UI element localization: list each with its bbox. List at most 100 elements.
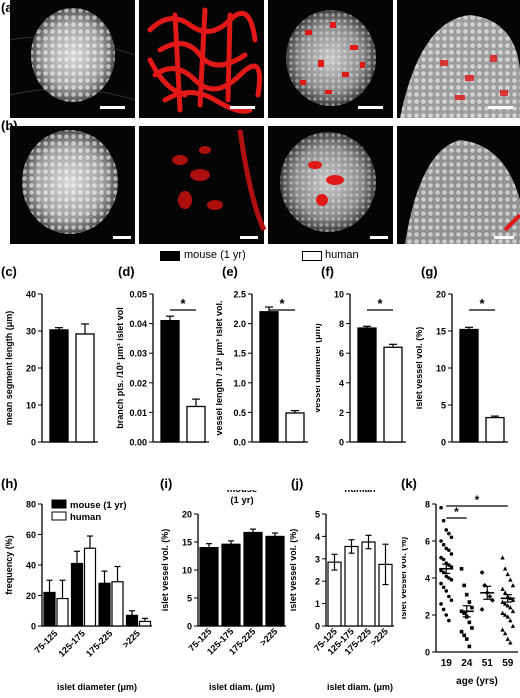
panel-label-k: (k) <box>401 476 417 491</box>
k-point <box>444 546 449 551</box>
j-ytick-label: 2 <box>315 577 320 587</box>
i-ytick-label: 0 <box>187 622 192 632</box>
k-point <box>444 613 449 617</box>
k-point <box>444 574 449 578</box>
h-ytick-label: 40 <box>26 561 36 571</box>
f-ytick-label: 10 <box>334 290 344 300</box>
e-bar <box>285 412 305 443</box>
h-xtick-label: 175-225 <box>84 628 114 658</box>
k-point <box>464 637 469 641</box>
k-point <box>447 548 451 553</box>
h-bar <box>125 614 139 627</box>
g-bar <box>459 328 479 443</box>
panel-label-e: (e) <box>222 264 238 279</box>
c-ytick-label: 0 <box>31 438 36 448</box>
chart-e-vessel-length: 0.0 0.5 1.0 1.5 2.0 2.5 vessel length / 10³ μm… <box>216 290 308 448</box>
chart-g-islet-vessel-vol: 0 5 10 15 20 islet vessel vol. (%) * <box>416 290 508 448</box>
f-ytick-label: 6 <box>339 349 344 359</box>
k-ylabel: islet vessel vol. (%) <box>402 537 408 620</box>
k-xtick-label: 51 <box>482 658 494 669</box>
g-ytick-label: 0 <box>441 438 446 448</box>
f-sig-mark: * <box>377 296 383 311</box>
h-bar <box>138 620 152 627</box>
g-ytick-label: 15 <box>436 327 446 337</box>
g-ytick-label: 10 <box>436 364 446 374</box>
k-point <box>441 607 446 612</box>
h-ylabel: frequency (%) <box>4 535 14 595</box>
e-ytick-label: 1.5 <box>233 349 246 359</box>
k-point <box>439 568 443 573</box>
k-point <box>470 605 474 610</box>
d-sig-mark: * <box>180 296 186 311</box>
j-ylabel: islet vessel vol. (%) <box>290 529 298 612</box>
k-xtick-label: 59 <box>502 658 514 669</box>
k-point <box>449 535 454 540</box>
k-point <box>510 608 516 614</box>
e-sig-mark: * <box>279 296 285 311</box>
i-bar <box>221 543 241 627</box>
chart-d-branch-points: 0.00 0.01 0.02 0.03 0.04 0.05 branch pts. /10³… <box>115 290 209 448</box>
h-ytick-label: 80 <box>26 500 36 510</box>
i-ylabel: islet vessel vol. (%) <box>160 529 170 612</box>
k-point <box>441 585 446 590</box>
panel-label-h: (h) <box>1 476 18 491</box>
f-ylabel: vessel diameter (μm) <box>316 323 322 413</box>
d-ytick-label: 0.01 <box>129 408 147 418</box>
j-title: human <box>344 490 375 495</box>
k-point <box>444 528 449 532</box>
micrograph-b1 <box>10 126 135 244</box>
panel-label-d: (d) <box>118 264 135 279</box>
k-point <box>447 594 451 599</box>
k-point <box>500 627 505 632</box>
k-xlabel: age (yrs) <box>456 676 498 687</box>
k-point <box>502 601 508 606</box>
f-ytick-label: 8 <box>339 319 344 329</box>
h-legend-swatch <box>51 499 67 509</box>
g-ytick-label: 20 <box>436 290 446 300</box>
k-point <box>500 586 505 591</box>
k-point <box>510 597 516 602</box>
micrograph-a4 <box>397 0 520 118</box>
f-bar <box>383 346 403 443</box>
h-bar <box>70 562 84 627</box>
k-point <box>439 602 443 606</box>
i-xtick-label: >225 <box>258 626 279 647</box>
h-legend-swatch <box>51 511 67 521</box>
k-point <box>447 576 451 580</box>
k-xtick-label: 24 <box>461 658 473 669</box>
i-xlabel: islet diam. (μm) <box>209 682 275 692</box>
h-legend-label: human <box>70 512 101 523</box>
k-ytick-label: 4 <box>425 574 430 584</box>
h-bar <box>43 591 56 627</box>
e-ytick-label: 0.5 <box>233 408 246 418</box>
k-ytick-label: 0 <box>425 648 430 658</box>
k-point <box>467 620 472 625</box>
h-legend-label: mouse (1 yr) <box>70 500 127 511</box>
i-title-line2: (1 yr) <box>230 495 253 506</box>
chart-c-segment-length: 0 10 20 30 40 mean segment length (μm) <box>4 290 98 448</box>
k-point <box>502 590 508 595</box>
k-point <box>441 518 446 523</box>
k-point <box>508 605 513 610</box>
h-bar <box>56 597 69 627</box>
panel-label-j: (j) <box>291 476 304 491</box>
k-ytick-label: 2 <box>425 611 430 621</box>
k-point <box>508 640 513 645</box>
k-point <box>502 631 508 636</box>
e-ytick-label: 2.0 <box>233 319 246 329</box>
micrograph-a1 <box>9 0 136 118</box>
e-ytick-label: 0.0 <box>233 438 246 448</box>
panel-label-g: (g) <box>421 264 438 279</box>
k-point <box>439 505 443 510</box>
panel-label-c: (c) <box>1 264 17 279</box>
k-point <box>444 589 449 593</box>
k-point <box>510 583 516 588</box>
legend-label-human: human <box>325 249 359 261</box>
k-point <box>447 618 451 623</box>
legend-swatch-human <box>302 251 322 261</box>
i-bar <box>265 535 285 627</box>
h-bar <box>111 581 124 627</box>
f-ytick-label: 2 <box>339 408 344 418</box>
